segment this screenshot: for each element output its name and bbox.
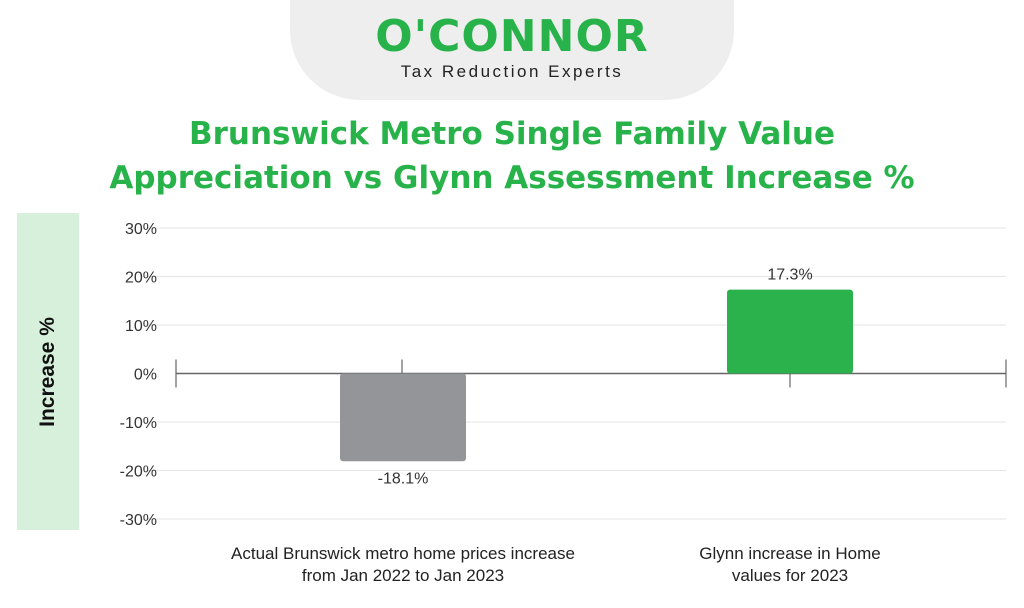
chart-title: Brunswick Metro Single Family Value Appr…	[0, 112, 1024, 200]
y-tick-label-5: -20%	[120, 464, 157, 481]
y-tick-label-2: 10%	[125, 318, 157, 335]
logo-panel: O'CONNOR Tax Reduction Experts	[290, 0, 734, 100]
data-label-1: -18.1%	[378, 470, 429, 487]
x-category-label-1-line-2: from Jan 2022 to Jan 2023	[301, 566, 505, 585]
bar-1	[340, 373, 466, 462]
x-category-label-1-line-1: Actual Brunswick metro home prices incre…	[231, 544, 575, 563]
x-category-label-2: Glynn increase in Home values for 2023	[620, 543, 960, 587]
y-tick-label-4: -10%	[120, 415, 157, 432]
y-tick-label-3: 0%	[134, 367, 157, 384]
brand-tagline: Tax Reduction Experts	[400, 62, 624, 81]
chart-title-line-2: Appreciation vs Glynn Assessment Increas…	[109, 160, 915, 196]
x-category-label-2-line-1: Glynn increase in Home	[699, 544, 881, 563]
bar-2	[727, 289, 853, 374]
y-tick-label-6: -30%	[120, 512, 157, 529]
x-category-label-2-line-2: values for 2023	[731, 566, 849, 585]
y-tick-label-0: 30%	[125, 221, 157, 238]
chart-title-line-1: Brunswick Metro Single Family Value	[188, 116, 836, 152]
data-label-2: 17.3%	[767, 267, 812, 284]
y-tick-label-1: 20%	[125, 270, 157, 287]
brand-logo: O'CONNOR	[375, 11, 649, 62]
x-category-label-1: Actual Brunswick metro home prices incre…	[203, 543, 603, 587]
y-axis-label-panel	[17, 213, 79, 530]
